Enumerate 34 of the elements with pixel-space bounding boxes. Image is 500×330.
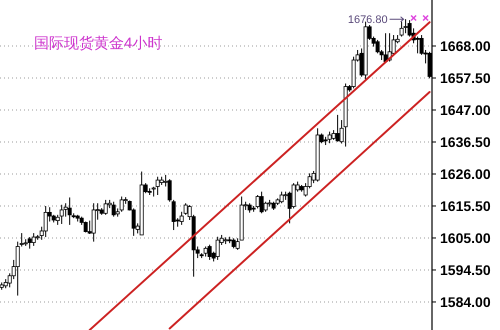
candlestick [28, 236, 32, 250]
candlestick [112, 201, 116, 218]
y-tick-label: 1626.00 [440, 166, 491, 182]
candlestick [156, 176, 160, 196]
candlestick [44, 205, 48, 238]
text: 国际现货黄金4小时 [34, 35, 162, 52]
candlestick [416, 36, 420, 54]
y-tick-label: 1605.00 [440, 230, 491, 246]
candlestick [104, 199, 108, 216]
y-tick-label: 1636.50 [440, 134, 491, 150]
candlestick [92, 202, 96, 242]
candlestick [336, 114, 340, 142]
candlestick [204, 246, 208, 258]
candlestick [248, 202, 252, 214]
y-tick-label: 1647.00 [440, 102, 491, 118]
candlestick [332, 130, 336, 140]
candlestick [32, 232, 36, 246]
y-tick-label: 1657.50 [440, 70, 491, 86]
candlestick [328, 131, 332, 144]
y-tick-label: 1615.50 [440, 198, 491, 214]
candlestick [256, 194, 260, 209]
candlestick [120, 196, 124, 212]
y-tick-label: 1584.00 [440, 294, 491, 310]
candlestick [208, 244, 212, 260]
candlestick [280, 191, 284, 204]
candlestick [404, 18, 408, 34]
candlestick [68, 196, 72, 226]
candlestick [232, 238, 236, 249]
candlestick [216, 236, 220, 260]
candlestick [260, 191, 264, 214]
candlestick [60, 204, 64, 224]
annotation: 1676.80 [348, 14, 388, 26]
y-tick-label: 1668.00 [440, 38, 491, 54]
y-tick-label: 1594.50 [440, 262, 491, 278]
